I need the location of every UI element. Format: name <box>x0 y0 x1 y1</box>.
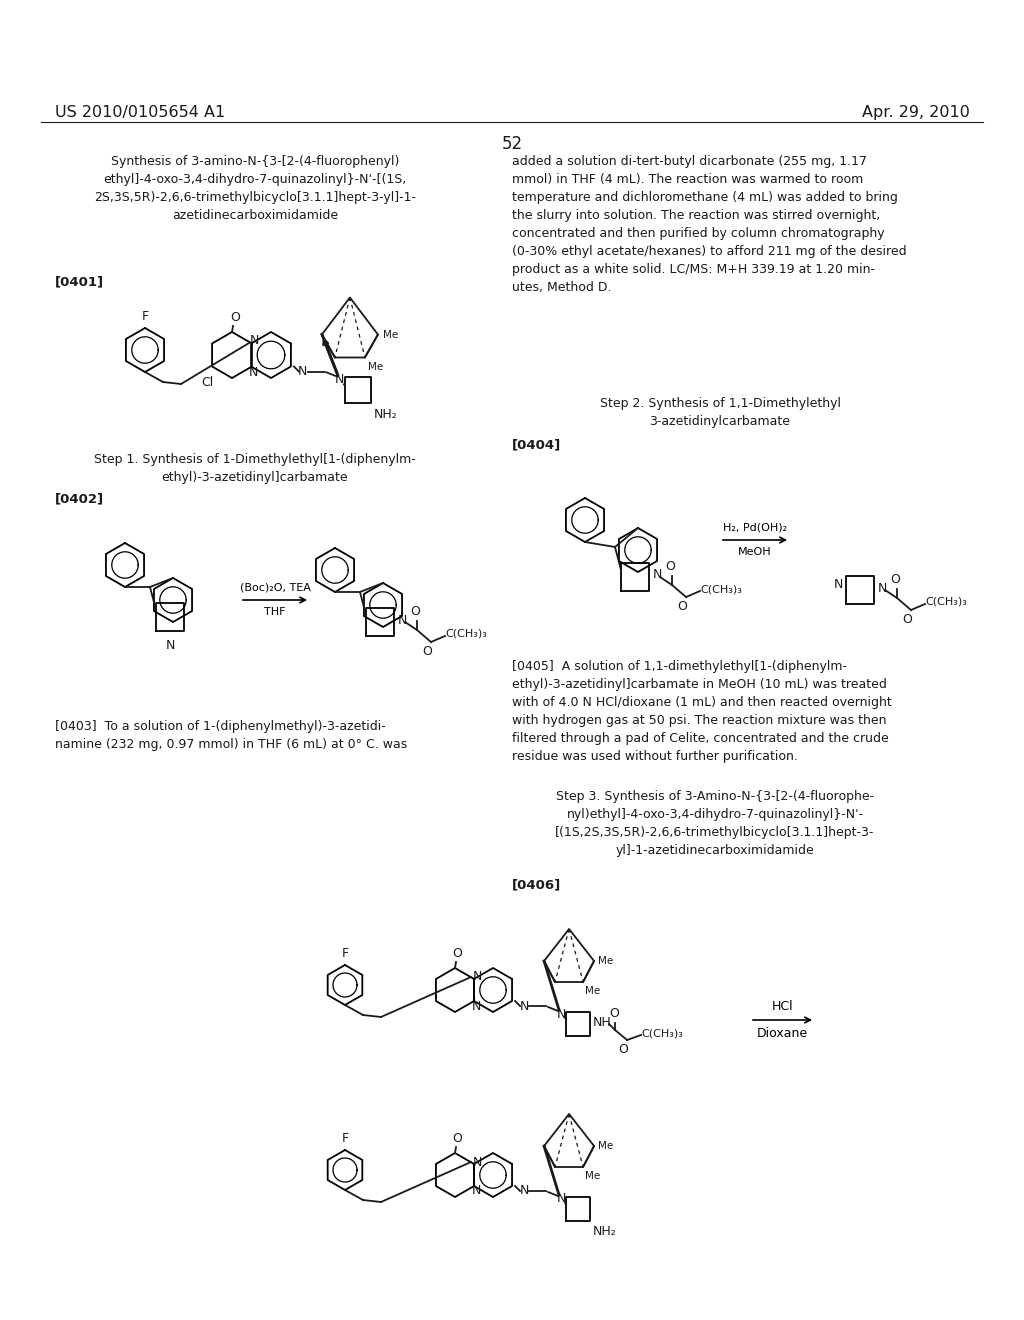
Text: O: O <box>902 612 912 626</box>
Text: O: O <box>410 605 420 618</box>
Text: N: N <box>298 366 307 378</box>
Text: [0406]: [0406] <box>512 878 561 891</box>
Text: Me: Me <box>598 956 613 966</box>
Text: C(CH₃)₃: C(CH₃)₃ <box>700 583 741 594</box>
Text: Apr. 29, 2010: Apr. 29, 2010 <box>862 106 970 120</box>
Text: Me: Me <box>585 1171 600 1181</box>
Text: Dioxane: Dioxane <box>757 1027 808 1040</box>
Text: N: N <box>834 578 843 591</box>
Text: N: N <box>335 374 345 385</box>
Text: F: F <box>341 946 348 960</box>
Text: Me: Me <box>585 986 600 997</box>
Text: N: N <box>472 1155 481 1168</box>
Text: MeOH: MeOH <box>738 546 772 557</box>
Text: NH₂: NH₂ <box>593 1225 616 1238</box>
Text: O: O <box>452 946 462 960</box>
Text: Step 3. Synthesis of 3-Amino-N-{3-[2-(4-fluorophe-
nyl)ethyl]-4-oxo-3,4-dihydro-: Step 3. Synthesis of 3-Amino-N-{3-[2-(4-… <box>555 789 874 857</box>
Text: O: O <box>452 1133 462 1144</box>
Text: F: F <box>141 310 148 323</box>
Text: N: N <box>249 366 259 379</box>
Text: [0403]  To a solution of 1-(diphenylmethyl)-3-azetidi-
namine (232 mg, 0.97 mmol: [0403] To a solution of 1-(diphenylmethy… <box>55 719 408 751</box>
Text: Cl: Cl <box>202 376 214 389</box>
Text: C(CH₃)₃: C(CH₃)₃ <box>445 630 486 639</box>
Text: O: O <box>890 573 900 586</box>
Text: N: N <box>519 999 528 1012</box>
Text: N: N <box>471 999 480 1012</box>
Text: 52: 52 <box>502 135 522 153</box>
Text: O: O <box>609 1007 618 1020</box>
Text: N: N <box>653 569 663 582</box>
Text: NH₂: NH₂ <box>374 408 397 421</box>
Text: HCl: HCl <box>772 1001 794 1012</box>
Text: Synthesis of 3-amino-N-{3-[2-(4-fluorophenyl)
ethyl]-4-oxo-3,4-dihydro-7-quinazo: Synthesis of 3-amino-N-{3-[2-(4-fluoroph… <box>94 154 416 222</box>
Text: THF: THF <box>264 607 286 616</box>
Text: N: N <box>556 1007 565 1020</box>
Text: O: O <box>677 601 687 612</box>
Text: N: N <box>471 1184 480 1197</box>
Text: O: O <box>422 645 432 657</box>
Text: C(CH₃)₃: C(CH₃)₃ <box>925 597 967 607</box>
Text: (Boc)₂O, TEA: (Boc)₂O, TEA <box>240 583 310 593</box>
Text: O: O <box>230 312 240 323</box>
Text: N: N <box>472 970 481 983</box>
Text: Me: Me <box>383 330 398 339</box>
Text: Step 2. Synthesis of 1,1-Dimethylethyl
3-azetidinylcarbamate: Step 2. Synthesis of 1,1-Dimethylethyl 3… <box>599 397 841 428</box>
Text: NH: NH <box>593 1015 611 1028</box>
Text: N: N <box>398 614 408 627</box>
Text: N: N <box>165 639 175 652</box>
Text: C(CH₃)₃: C(CH₃)₃ <box>641 1030 683 1039</box>
Text: added a solution di-tert-butyl dicarbonate (255 mg, 1.17
mmol) in THF (4 mL). Th: added a solution di-tert-butyl dicarbona… <box>512 154 906 294</box>
Text: [0404]: [0404] <box>512 438 561 451</box>
Text: F: F <box>341 1133 348 1144</box>
Text: [0402]: [0402] <box>55 492 104 506</box>
Text: O: O <box>618 1043 628 1056</box>
Text: [0405]  A solution of 1,1-dimethylethyl[1-(diphenylm-
ethyl)-3-azetidinyl]carbam: [0405] A solution of 1,1-dimethylethyl[1… <box>512 660 892 763</box>
Text: N: N <box>878 582 888 594</box>
Text: [0401]: [0401] <box>55 275 104 288</box>
Text: US 2010/0105654 A1: US 2010/0105654 A1 <box>55 106 225 120</box>
Text: N: N <box>250 334 260 347</box>
Text: N: N <box>519 1184 528 1197</box>
Text: Me: Me <box>598 1140 613 1151</box>
Text: N: N <box>556 1192 565 1205</box>
Text: H₂, Pd(OH)₂: H₂, Pd(OH)₂ <box>723 523 787 533</box>
Text: Me: Me <box>368 363 383 372</box>
Text: O: O <box>665 560 675 573</box>
Text: Step 1. Synthesis of 1-Dimethylethyl[1-(diphenylm-
ethyl)-3-azetidinyl]carbamate: Step 1. Synthesis of 1-Dimethylethyl[1-(… <box>94 453 416 484</box>
